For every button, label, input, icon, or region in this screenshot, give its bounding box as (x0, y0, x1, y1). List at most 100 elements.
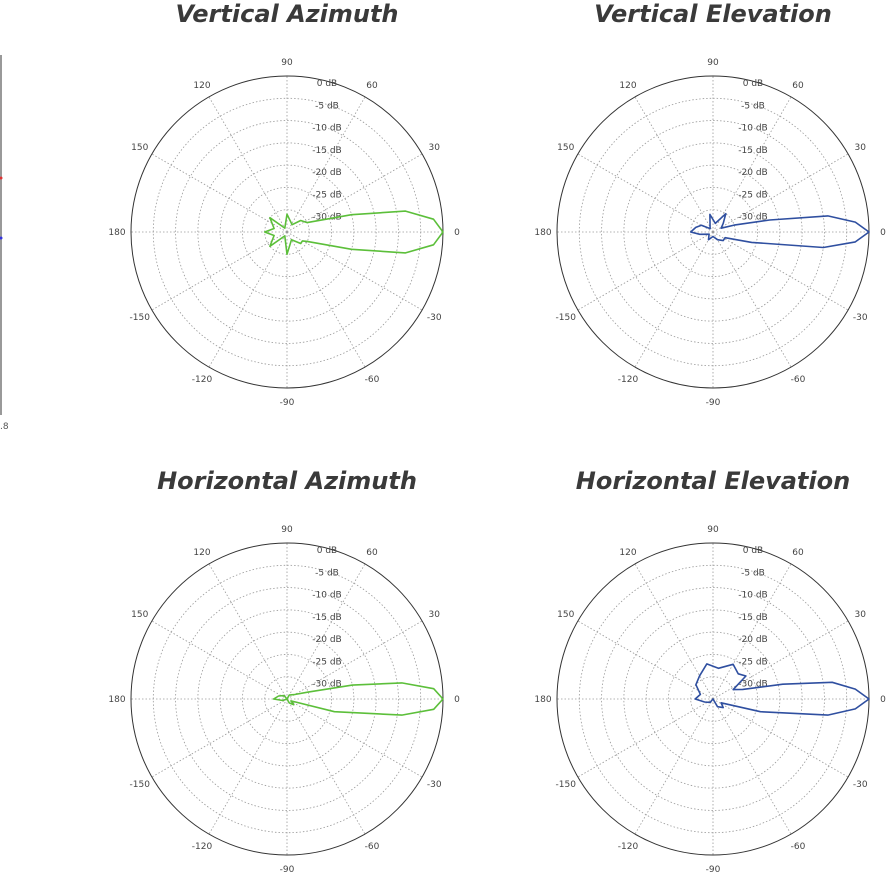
grid-spoke (286, 620, 423, 700)
grid-spoke (712, 231, 849, 311)
radial-tick-label: -15 dB (312, 613, 341, 623)
grid-ring (668, 187, 758, 277)
radial-tick-label: -25 dB (312, 190, 341, 200)
angle-tick-label: 180 (108, 228, 125, 238)
grid-spoke (208, 231, 288, 368)
radial-tick-label: -25 dB (738, 657, 767, 667)
grid-ring (197, 142, 377, 322)
angle-tick-label: 90 (281, 525, 293, 535)
grid-spoke (712, 153, 849, 233)
angle-tick-label: 30 (854, 143, 866, 153)
grid-spoke (712, 231, 792, 368)
grid-ring (668, 654, 758, 744)
left-edge-colorbar (0, 55, 3, 415)
grid-spoke (286, 153, 423, 233)
radial-tick-label: -20 dB (738, 168, 767, 178)
grid-spoke (712, 620, 849, 700)
angle-tick-label: -30 (427, 313, 442, 323)
radial-tick-label: -15 dB (738, 146, 767, 156)
grid-spoke (634, 231, 714, 368)
edge-red-marker (0, 176, 3, 180)
angle-tick-label: -60 (791, 842, 806, 852)
angle-tick-label: -90 (280, 398, 295, 408)
grid-spoke (151, 153, 288, 233)
angle-tick-label: 90 (707, 58, 719, 68)
angle-tick-label: -150 (130, 313, 151, 323)
radial-tick-label: -10 dB (738, 124, 767, 134)
grid-ring (623, 609, 803, 789)
pattern-trace-horizontal-elevation (694, 663, 870, 716)
grid-spoke (151, 698, 288, 778)
grid-spoke (577, 620, 714, 700)
pattern-trace-vertical-elevation (689, 212, 870, 249)
grid-ring (197, 609, 377, 789)
angle-tick-label: -120 (192, 842, 213, 852)
angle-tick-label: -60 (791, 375, 806, 385)
angle-tick-label: 60 (366, 548, 378, 558)
grid-spoke (286, 563, 366, 700)
radial-tick-label: -15 dB (312, 146, 341, 156)
radial-tick-label: -10 dB (312, 591, 341, 601)
angle-tick-label: 120 (193, 548, 210, 558)
radial-tick-label: -30 dB (738, 213, 767, 223)
angle-tick-label: 90 (707, 525, 719, 535)
angle-tick-label: 60 (792, 548, 804, 558)
angle-tick-label: -120 (192, 375, 213, 385)
angle-tick-label: -30 (853, 313, 868, 323)
radial-tick-label: -20 dB (312, 168, 341, 178)
angle-tick-label: 150 (557, 610, 574, 620)
angle-tick-label: 150 (557, 143, 574, 153)
angle-tick-label: 0 (880, 228, 886, 238)
angle-tick-label: -90 (706, 865, 721, 875)
angle-tick-label: 180 (534, 228, 551, 238)
grid-ring (175, 587, 399, 811)
grid-ring (601, 120, 825, 344)
angle-tick-label: -90 (280, 865, 295, 875)
radial-tick-label: -10 dB (738, 591, 767, 601)
radial-tick-label: -5 dB (315, 101, 339, 111)
angle-tick-label: 120 (193, 81, 210, 91)
grid-spoke (208, 96, 288, 233)
angle-tick-label: 120 (619, 81, 636, 91)
angle-tick-label: 60 (792, 81, 804, 91)
radial-tick-label: -30 dB (738, 680, 767, 690)
angle-tick-label: 0 (454, 695, 460, 705)
angle-tick-label: -30 (427, 780, 442, 790)
grid-spoke (712, 96, 792, 233)
grid-spoke (286, 96, 366, 233)
grid-spoke (286, 698, 423, 778)
grid-spoke (577, 153, 714, 233)
angle-tick-label: -90 (706, 398, 721, 408)
edge-blue-marker (0, 236, 3, 240)
grid-spoke (151, 620, 288, 700)
left-edge-label: .8 (0, 422, 9, 432)
angle-tick-label: -120 (618, 375, 639, 385)
radial-tick-label: -30 dB (312, 213, 341, 223)
grid-spoke (208, 698, 288, 835)
pattern-trace-horizontal-azimuth (272, 682, 444, 716)
polar-chart-horizontal-elevation: 90 60 30 0 -30 -60 -90 -120 -150 180 150 120 0 dB -5 … (534, 525, 886, 875)
angle-tick-label: -150 (556, 780, 577, 790)
radial-tick-label: -5 dB (315, 568, 339, 578)
radial-tick-label: -20 dB (312, 635, 341, 645)
angle-tick-label: 180 (534, 695, 551, 705)
angle-tick-label: -120 (618, 842, 639, 852)
polar-chart-vertical-azimuth: 90 60 30 0 -30 -60 -90 -120 -150 180 150 120 0 dB -5 … (108, 58, 460, 408)
grid-spoke (634, 698, 714, 835)
angle-tick-label: 120 (619, 548, 636, 558)
angle-tick-label: 90 (281, 58, 293, 68)
grid-ring (242, 654, 332, 744)
angle-tick-label: 60 (366, 81, 378, 91)
polar-chart-vertical-elevation: 90 60 30 0 -30 -60 -90 -120 -150 180 150 120 0 dB -5 … (534, 58, 886, 408)
angle-tick-label: 180 (108, 695, 125, 705)
radial-tick-label: 0 dB (317, 546, 337, 556)
radial-tick-label: -5 dB (741, 568, 765, 578)
angle-tick-label: -60 (365, 842, 380, 852)
left-edge-strip (0, 55, 4, 415)
angle-tick-label: 30 (854, 610, 866, 620)
radial-tick-label: -20 dB (738, 635, 767, 645)
grid-ring (175, 120, 399, 344)
radial-tick-label: -25 dB (312, 657, 341, 667)
pattern-trace-vertical-azimuth (263, 210, 444, 256)
